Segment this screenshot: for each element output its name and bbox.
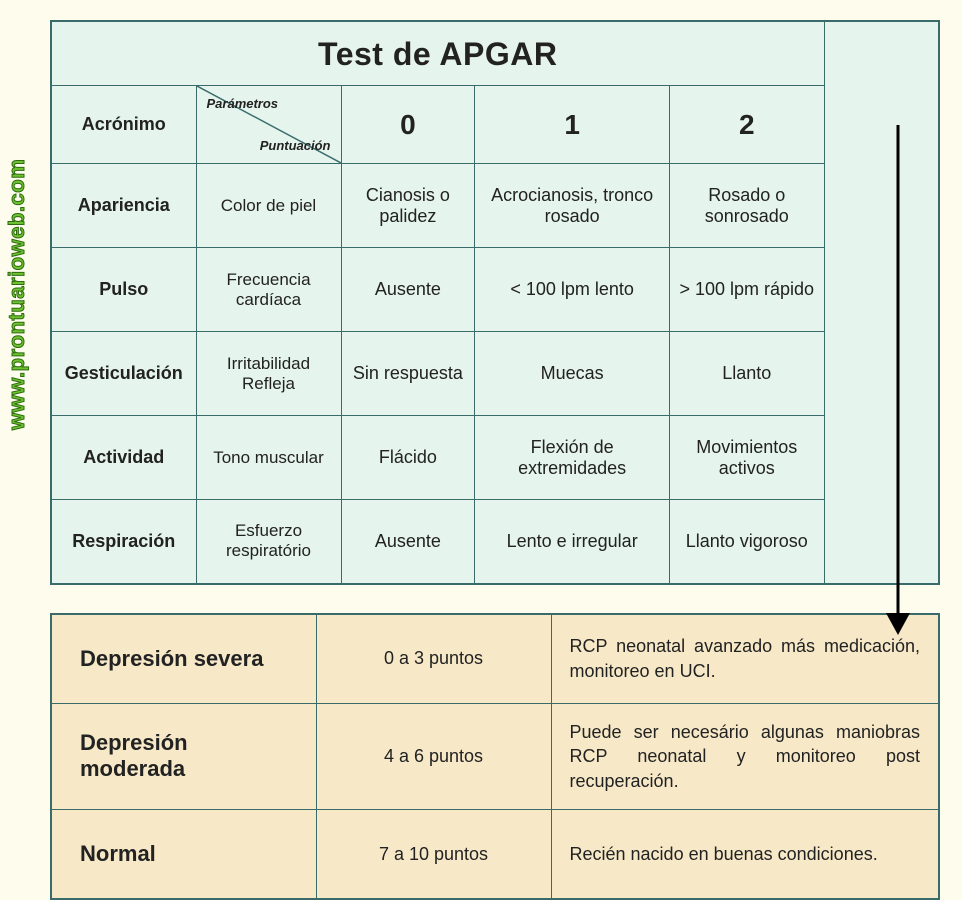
interp-label: Normal <box>51 809 316 899</box>
interpretation-table: Depresión severa 0 a 3 puntos RCP neonat… <box>50 613 940 900</box>
row-param: Color de piel <box>196 164 341 248</box>
row-val-1: < 100 lpm lento <box>475 248 670 332</box>
interp-range: 4 a 6 puntos <box>316 704 551 810</box>
row-val-0: Sin respuesta <box>341 332 475 416</box>
row-param: Esfuerzo respiratório <box>196 500 341 584</box>
row-val-2: > 100 lpm rápido <box>670 248 824 332</box>
header-score-1: 1 <box>475 86 670 164</box>
diag-top-label: Parámetros <box>207 96 279 111</box>
header-diagonal: Parámetros Puntuación <box>196 86 341 164</box>
row-val-2: Rosado o sonrosado <box>670 164 824 248</box>
interp-note: RCP neonatal avanzado más medicación, mo… <box>551 614 939 704</box>
row-val-1: Acrocianosis, tronco rosado <box>475 164 670 248</box>
apgar-title: Test de APGAR <box>51 21 824 86</box>
table-row: Gesticulación Irritabilidad Refleja Sin … <box>51 332 939 416</box>
row-val-2: Movimientos activos <box>670 416 824 500</box>
interp-row: Depresión severa 0 a 3 puntos RCP neonat… <box>51 614 939 704</box>
row-val-0: Flácido <box>341 416 475 500</box>
interp-range: 7 a 10 puntos <box>316 809 551 899</box>
watermark-url: www.prontuarioweb.com <box>4 159 30 430</box>
table-row: Respiración Esfuerzo respiratório Ausent… <box>51 500 939 584</box>
row-val-0: Cianosis o palidez <box>341 164 475 248</box>
table-row: Actividad Tono muscular Flácido Flexión … <box>51 416 939 500</box>
interp-row: Normal 7 a 10 puntos Recién nacido en bu… <box>51 809 939 899</box>
interp-label: Depresión moderada <box>51 704 316 810</box>
interp-note: Puede ser necesário algunas maniobras RC… <box>551 704 939 810</box>
table-row: Apariencia Color de piel Cianosis o pali… <box>51 164 939 248</box>
page-content: Test de APGAR Acrónimo Parámetros Puntua… <box>50 20 940 900</box>
diag-bottom-label: Puntuación <box>260 138 331 153</box>
apgar-table: Test de APGAR Acrónimo Parámetros Puntua… <box>50 20 940 585</box>
row-val-1: Muecas <box>475 332 670 416</box>
spacer-column <box>824 21 939 164</box>
row-val-2: Llanto vigoroso <box>670 500 824 584</box>
header-score-0: 0 <box>341 86 475 164</box>
row-val-1: Lento e irregular <box>475 500 670 584</box>
row-val-0: Ausente <box>341 248 475 332</box>
header-score-2: 2 <box>670 86 824 164</box>
row-param: Frecuencia cardíaca <box>196 248 341 332</box>
header-acronym: Acrónimo <box>51 86 196 164</box>
interp-label: Depresión severa <box>51 614 316 704</box>
interp-range: 0 a 3 puntos <box>316 614 551 704</box>
row-val-2: Llanto <box>670 332 824 416</box>
row-param: Tono muscular <box>196 416 341 500</box>
row-val-0: Ausente <box>341 500 475 584</box>
row-acronym: Apariencia <box>51 164 196 248</box>
row-acronym: Pulso <box>51 248 196 332</box>
row-val-1: Flexión de extremidades <box>475 416 670 500</box>
row-acronym: Respiración <box>51 500 196 584</box>
table-row: Pulso Frecuencia cardíaca Ausente < 100 … <box>51 248 939 332</box>
row-acronym: Actividad <box>51 416 196 500</box>
interp-note: Recién nacido en buenas condiciones. <box>551 809 939 899</box>
row-param: Irritabilidad Refleja <box>196 332 341 416</box>
interp-row: Depresión moderada 4 a 6 puntos Puede se… <box>51 704 939 810</box>
row-acronym: Gesticulación <box>51 332 196 416</box>
